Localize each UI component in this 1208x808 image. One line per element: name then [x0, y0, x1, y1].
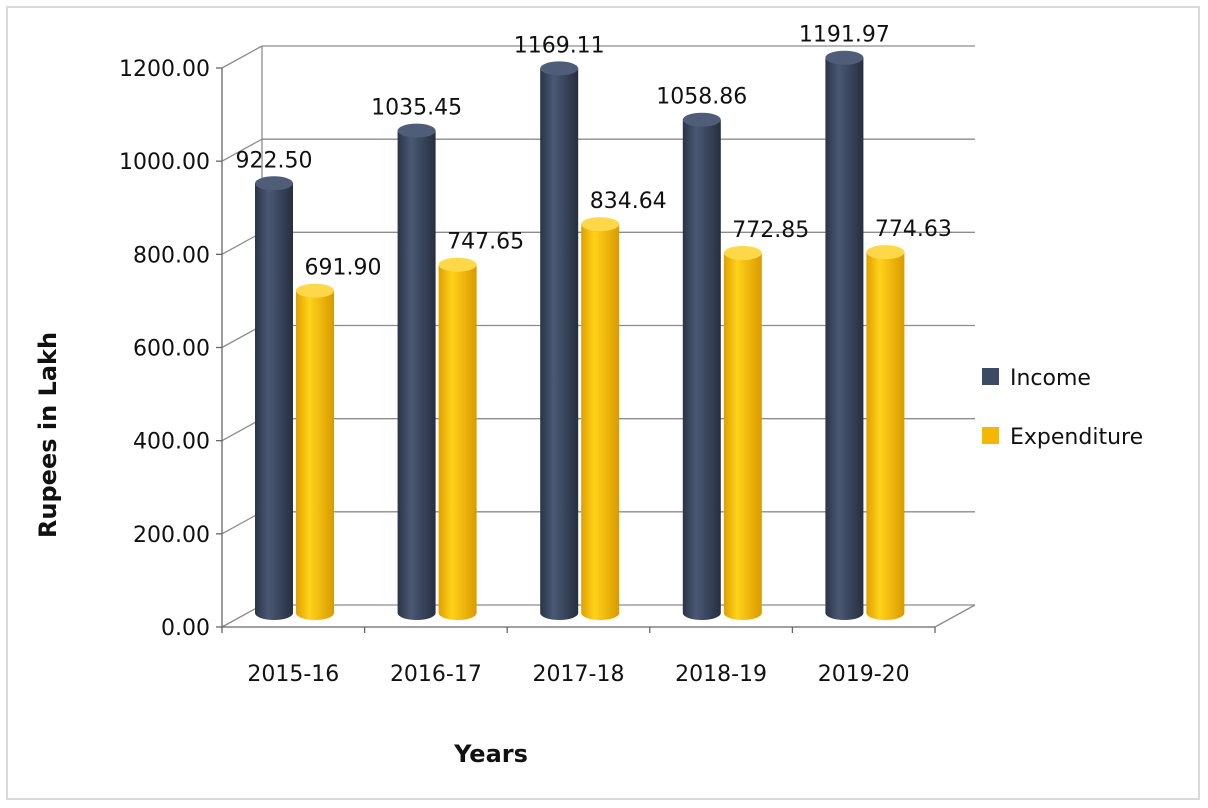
bar-expenditure-2018-19 [723, 245, 762, 621]
y-tick-label: 0.00 [161, 616, 210, 641]
legend-label-income: Income [1010, 366, 1091, 391]
gridline-depth [221, 45, 263, 69]
y-tick-label: 1200.00 [119, 57, 210, 82]
x-axis-title: Years [453, 740, 528, 768]
bar-income-2017-18 [540, 61, 579, 621]
legend: Income Expenditure [982, 366, 1143, 450]
bar-income-2018-19 [682, 112, 721, 621]
data-label-expenditure-2018-19: 772.85 [732, 218, 809, 243]
y-tick-label: 600.00 [133, 337, 210, 362]
bars [255, 50, 905, 621]
x-tick-label: 2018-19 [675, 662, 767, 687]
data-label-expenditure-2017-18: 834.64 [590, 189, 667, 214]
data-label-income-2019-20: 1191.97 [799, 23, 890, 48]
legend-swatch-income [982, 368, 999, 385]
bar-expenditure-2015-16 [296, 283, 334, 620]
data-label-income-2017-18: 1169.11 [514, 33, 605, 58]
bar-expenditure-2019-20 [866, 245, 905, 621]
bar-income-2015-16 [255, 176, 293, 621]
bar-income-2016-17 [397, 123, 436, 621]
x-tick-label: 2017-18 [533, 662, 625, 687]
data-labels: 922.50 691.90 1035.45 747.65 1169.11 834.64 10… [236, 23, 952, 281]
axes: 0.00 200.00 400.00 600.00 800.00 1000.00 1200.… [119, 57, 936, 687]
floor-edge [934, 604, 976, 628]
data-label-income-2015-16: 922.50 [236, 148, 313, 173]
x-tick-label: 2016-17 [390, 662, 482, 687]
y-tick-label: 400.00 [133, 430, 210, 455]
bar-expenditure-2017-18 [581, 217, 620, 621]
legend-swatch-expenditure [982, 427, 999, 444]
bar-expenditure-2016-17 [438, 257, 477, 621]
data-label-expenditure-2019-20: 774.63 [875, 217, 952, 242]
data-label-income-2016-17: 1035.45 [371, 96, 462, 121]
x-tick-label: 2019-20 [818, 662, 910, 687]
x-tick-label: 2015-16 [247, 662, 339, 687]
gridline-depth [221, 138, 263, 162]
y-tick-label: 200.00 [133, 523, 210, 548]
y-axis-title: Rupees in Lakh [34, 332, 62, 538]
y-tick-label: 800.00 [133, 243, 210, 268]
data-label-expenditure-2016-17: 747.65 [447, 230, 524, 255]
data-label-expenditure-2015-16: 691.90 [305, 256, 382, 281]
bar-income-2019-20 [825, 50, 864, 621]
data-label-income-2018-19: 1058.86 [656, 85, 747, 110]
y-tick-label: 1000.00 [119, 150, 210, 175]
legend-label-expenditure: Expenditure [1010, 425, 1143, 450]
